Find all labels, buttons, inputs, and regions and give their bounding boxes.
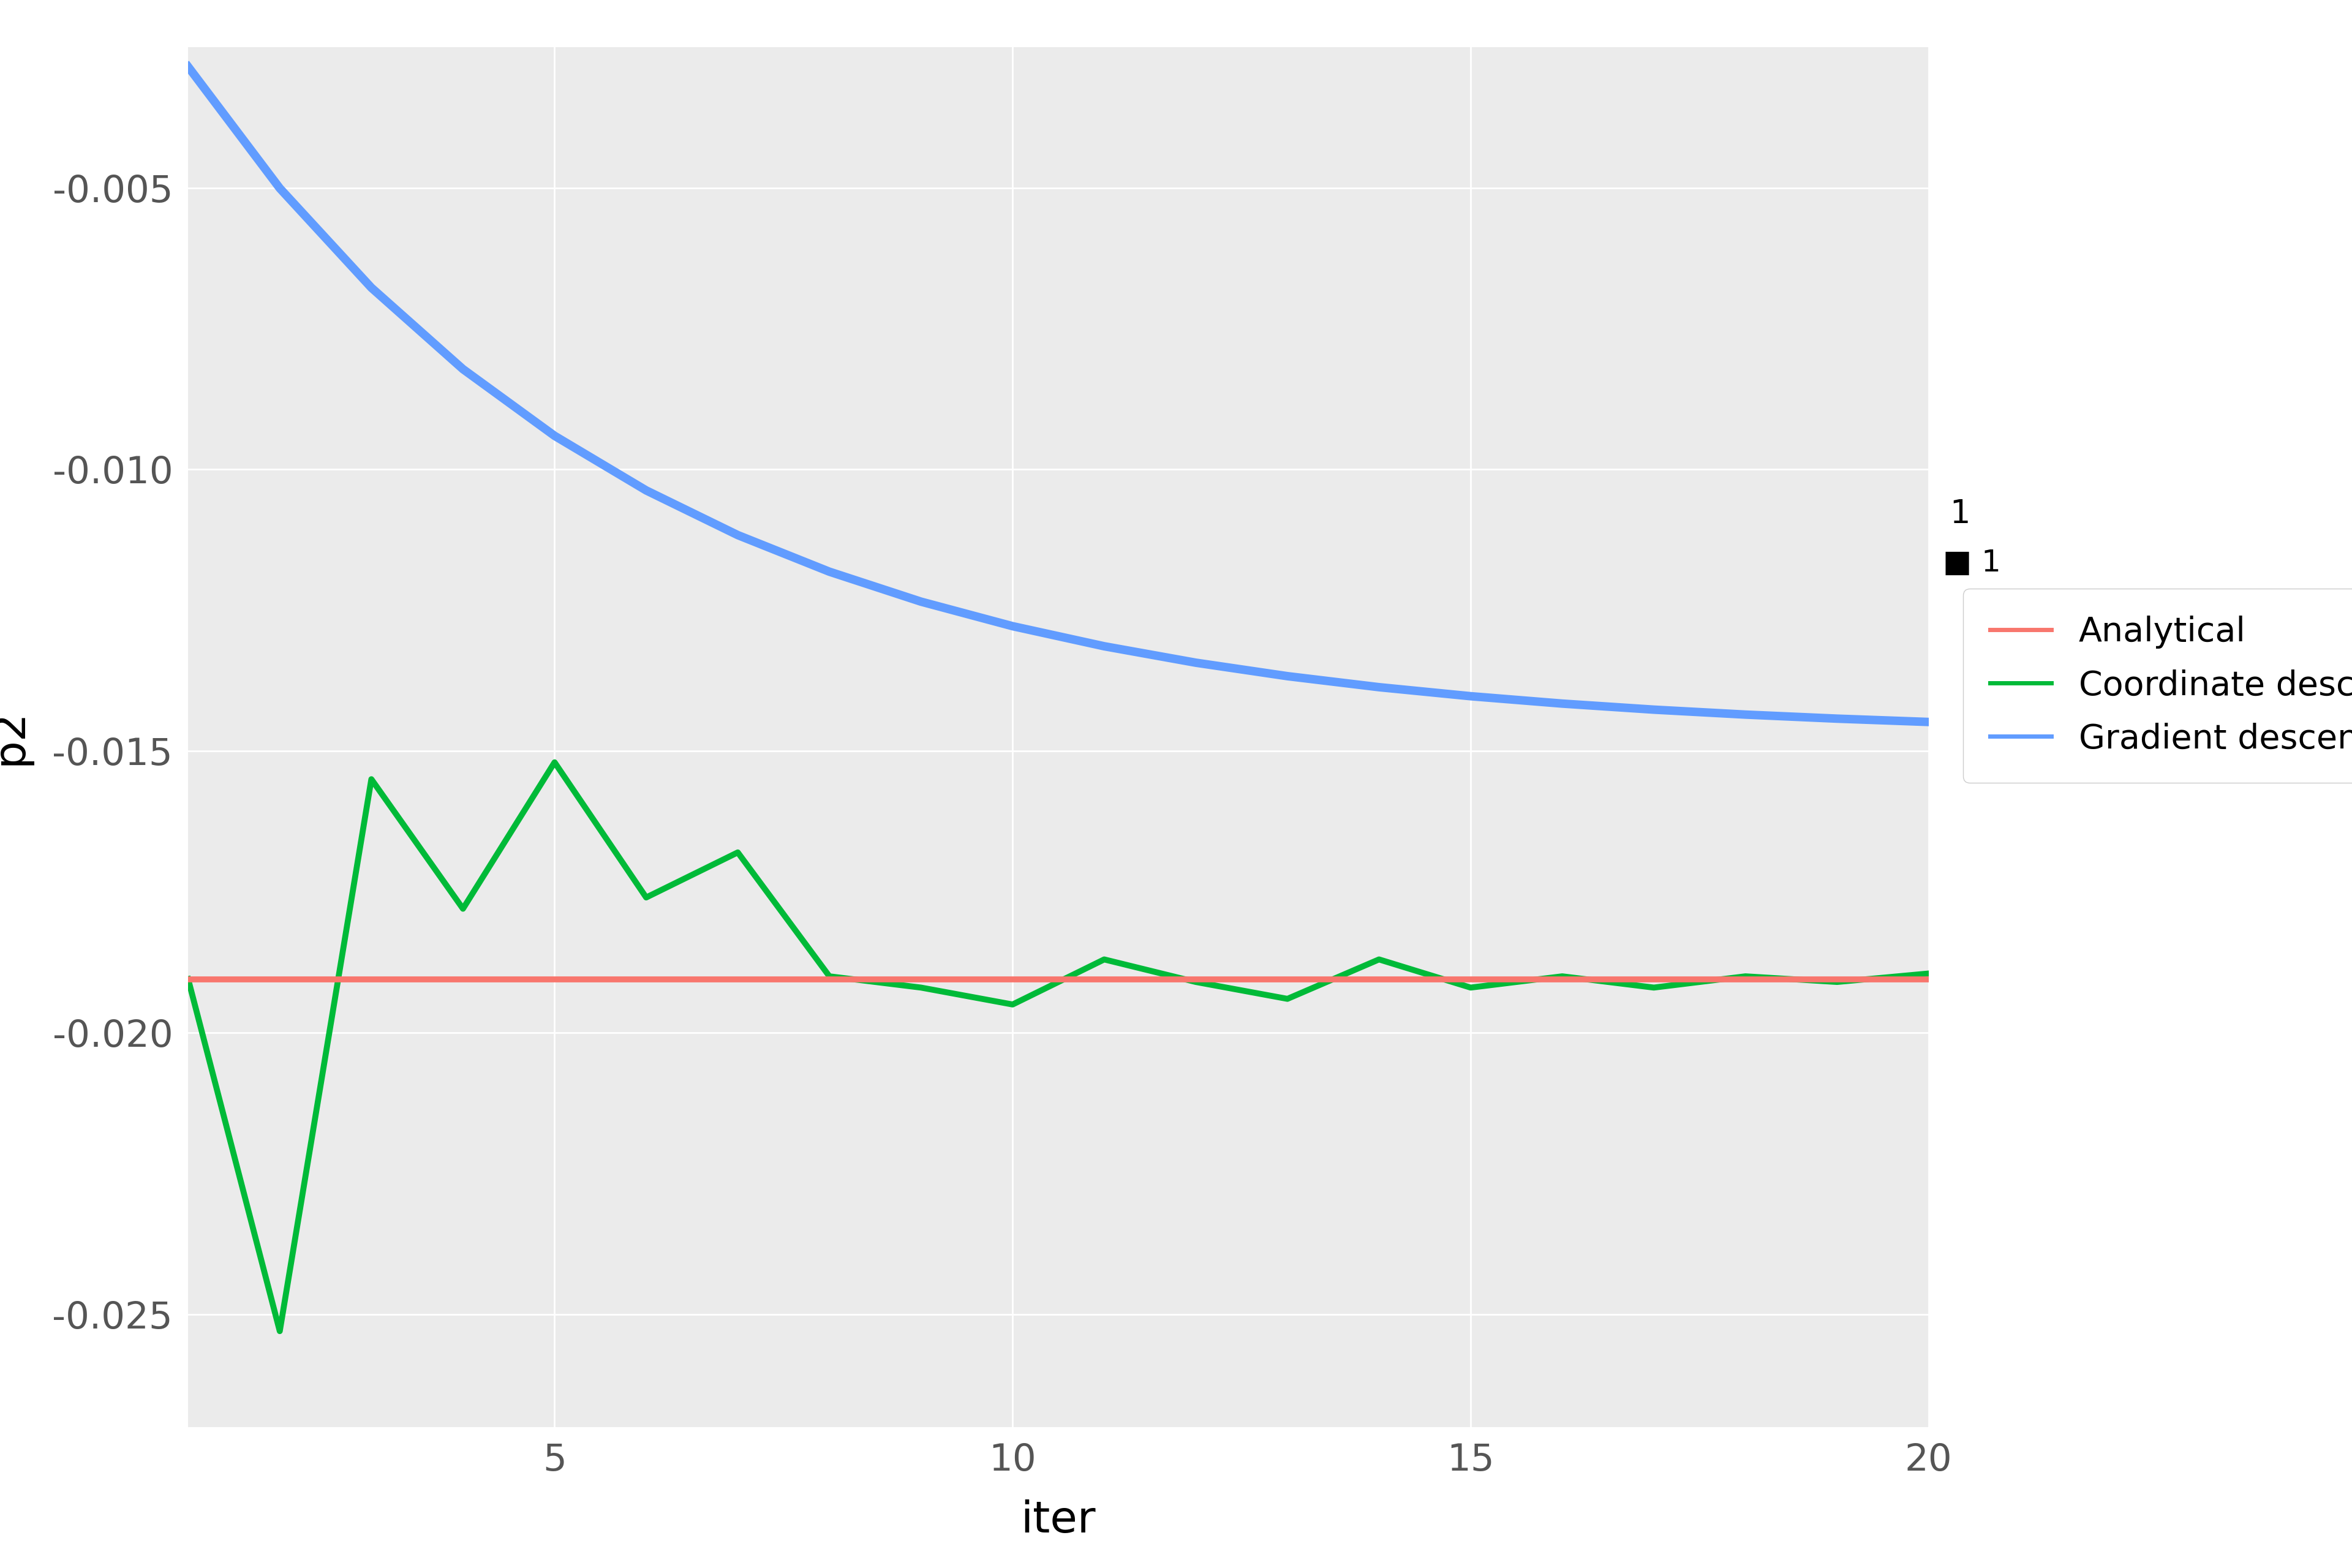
- Gradient descent: [1000, 616, 1028, 635]
- Analytical: [633, 969, 661, 988]
- Gradient descent: [266, 179, 294, 198]
- Coordinate descent: [266, 1322, 294, 1341]
- Gradient descent: [1181, 654, 1209, 673]
- Y-axis label: p2: p2: [0, 709, 31, 765]
- Line: Coordinate descent: Coordinate descent: [188, 762, 1929, 1331]
- Gradient descent: [541, 426, 569, 445]
- Coordinate descent: [1364, 950, 1392, 969]
- Gradient descent: [174, 58, 202, 77]
- Coordinate descent: [1548, 967, 1576, 986]
- Legend: Analytical, Coordinate descent, Gradient descent: Analytical, Coordinate descent, Gradient…: [1964, 588, 2352, 782]
- Analytical: [1456, 969, 1484, 988]
- Gradient descent: [724, 525, 753, 544]
- Coordinate descent: [1181, 972, 1209, 991]
- Analytical: [266, 969, 294, 988]
- Gradient descent: [358, 278, 386, 296]
- Analytical: [1915, 969, 1943, 988]
- Analytical: [1639, 969, 1668, 988]
- Line: Gradient descent: Gradient descent: [188, 67, 1929, 721]
- Analytical: [541, 969, 569, 988]
- X-axis label: iter: iter: [1021, 1499, 1096, 1541]
- Analytical: [1731, 969, 1759, 988]
- Analytical: [358, 969, 386, 988]
- Coordinate descent: [174, 969, 202, 988]
- Gradient descent: [1456, 687, 1484, 706]
- Text: 1: 1: [1950, 499, 1971, 530]
- Coordinate descent: [724, 844, 753, 862]
- Gradient descent: [1364, 677, 1392, 696]
- Gradient descent: [1548, 695, 1576, 713]
- Analytical: [724, 969, 753, 988]
- Analytical: [908, 969, 936, 988]
- Analytical: [1000, 969, 1028, 988]
- Gradient descent: [816, 563, 844, 582]
- Gradient descent: [908, 593, 936, 612]
- Gradient descent: [1915, 712, 1943, 731]
- Coordinate descent: [541, 753, 569, 771]
- Coordinate descent: [1639, 978, 1668, 997]
- Analytical: [1089, 969, 1117, 988]
- Gradient descent: [1639, 701, 1668, 720]
- Coordinate descent: [1731, 967, 1759, 986]
- Analytical: [1181, 969, 1209, 988]
- Coordinate descent: [1915, 964, 1943, 983]
- Text: ■ 1: ■ 1: [1943, 549, 2002, 577]
- Gradient descent: [1089, 637, 1117, 655]
- Coordinate descent: [449, 900, 477, 919]
- Coordinate descent: [1272, 989, 1301, 1008]
- Gradient descent: [1823, 709, 1851, 728]
- Analytical: [1548, 969, 1576, 988]
- Gradient descent: [1272, 666, 1301, 685]
- Coordinate descent: [1456, 978, 1484, 997]
- Analytical: [1272, 969, 1301, 988]
- Analytical: [174, 969, 202, 988]
- Gradient descent: [633, 481, 661, 500]
- Coordinate descent: [633, 887, 661, 906]
- Coordinate descent: [908, 978, 936, 997]
- Gradient descent: [449, 359, 477, 378]
- Coordinate descent: [1089, 950, 1117, 969]
- Gradient descent: [1731, 706, 1759, 724]
- Analytical: [1823, 969, 1851, 988]
- Coordinate descent: [1823, 972, 1851, 991]
- Analytical: [449, 969, 477, 988]
- Analytical: [1364, 969, 1392, 988]
- Coordinate descent: [816, 967, 844, 986]
- Coordinate descent: [1000, 996, 1028, 1014]
- Coordinate descent: [358, 770, 386, 789]
- Analytical: [816, 969, 844, 988]
